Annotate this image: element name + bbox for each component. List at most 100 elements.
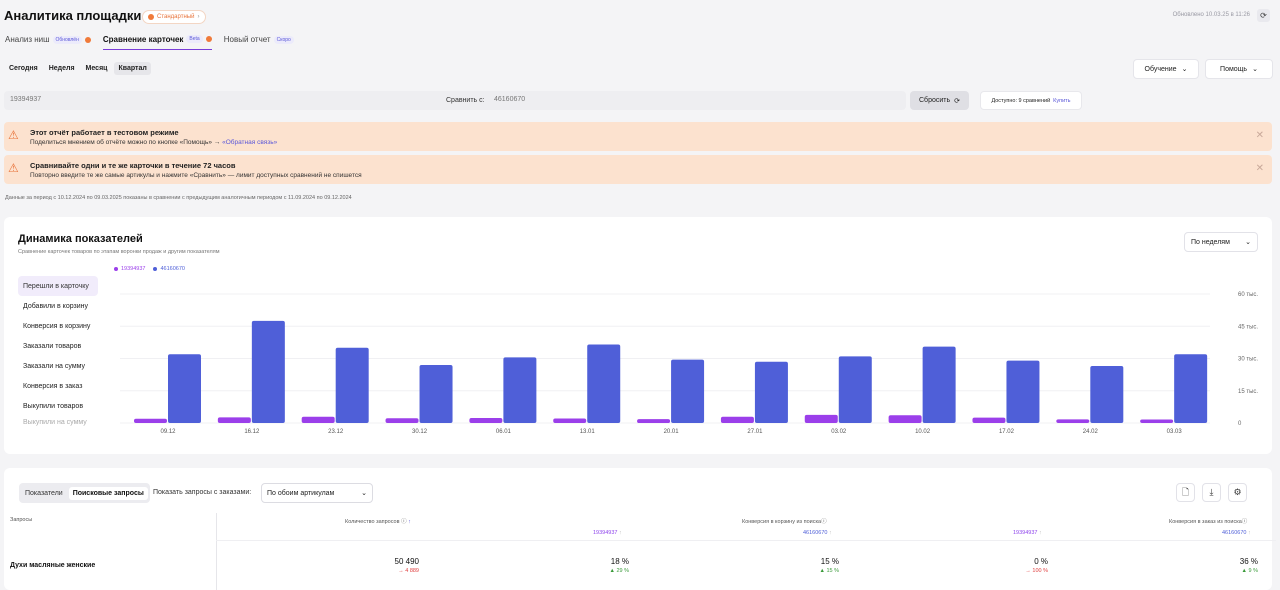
settings-button[interactable]: ⚙ <box>1228 483 1247 502</box>
bar-series1 <box>720 416 754 423</box>
y-tick-label: 0 <box>1238 421 1242 427</box>
legend-dot-icon <box>153 267 158 271</box>
x-tick-label: 30.12 <box>412 429 428 435</box>
updated-timestamp: Обновлено 10.03.25 в 11:26 <box>1172 12 1250 18</box>
period-week[interactable]: Неделя <box>48 65 75 72</box>
buy-link[interactable]: Купить <box>1053 97 1071 104</box>
bar-series1 <box>553 418 587 423</box>
col-conv-cart-label: Конверсия в корзину из поиска <box>742 519 822 525</box>
metric-item[interactable]: Конверсия в корзину <box>23 322 91 330</box>
alert-72-hours <box>4 155 1272 184</box>
tab-new-report[interactable]: Новый отчет Скоро <box>224 34 294 50</box>
period-today[interactable]: Сегодня <box>9 65 38 72</box>
bar-series1 <box>1056 419 1090 423</box>
granularity-dropdown[interactable]: По неделям ⌄ <box>1184 232 1258 252</box>
compare-label: Сравнить с: <box>446 97 485 104</box>
close-icon[interactable]: ✕ <box>1255 130 1264 141</box>
tab-indicators[interactable]: Показатели <box>25 489 63 497</box>
metric-item[interactable]: Выкупили товаров <box>23 402 84 410</box>
article2-input[interactable]: 46160670 <box>494 96 526 103</box>
available-comparisons: Доступно: 9 сравнений Купить <box>980 91 1082 110</box>
article1-input[interactable]: 19394937 <box>10 96 42 103</box>
bar-series1 <box>804 414 838 423</box>
articles-dropdown[interactable]: По обоим артикулам ⌄ <box>261 483 373 503</box>
learning-label: Обучение <box>1144 65 1177 73</box>
sort-icon: ↑ <box>1248 530 1251 536</box>
bar-series2 <box>503 357 537 423</box>
learning-dropdown[interactable]: Обучение ⌄ <box>1133 59 1199 79</box>
bar-series1 <box>637 419 671 423</box>
chart-legend: 19394937 46160670 <box>114 266 185 272</box>
feedback-link[interactable]: «Обратная связь» <box>222 139 278 146</box>
table-tabs: Показатели Поисковые запросы <box>19 483 150 503</box>
x-tick-label: 16.12 <box>244 429 260 435</box>
info-icon: ⓘ <box>1241 519 1248 525</box>
plan-badge[interactable]: Стандартный › <box>142 10 207 24</box>
bar-series2 <box>419 364 453 423</box>
sub-col-article[interactable]: 19394937 ↑ <box>593 530 622 536</box>
col-count[interactable]: Количество запросов ⓘ ↑ <box>345 517 411 525</box>
bar-series2 <box>251 320 285 423</box>
col-query: Запросы <box>10 517 33 523</box>
alert-text: Повторно введите те же самые артикулы и … <box>30 172 362 179</box>
alert-text: Поделиться мнением об отчёте можно по кн… <box>30 139 277 146</box>
chart-plot: 60 тыс. 45 тыс. 30 тыс. 15 тыс. 0 09.12 16.12 2… <box>120 292 1258 435</box>
metric-item[interactable]: Заказали товаров <box>23 342 82 350</box>
info-icon: ⓘ <box>821 519 827 525</box>
refresh-button[interactable]: ⟳ <box>1257 9 1270 22</box>
col-conv-cart[interactable]: Конверсия в корзину из поискаⓘ <box>742 517 827 525</box>
period-selector: Сегодня Неделя Месяц Квартал <box>5 62 151 75</box>
sub-col-article[interactable]: 46160670 ↑ <box>803 530 832 536</box>
metric-item[interactable]: Конверсия в заказ <box>23 382 83 390</box>
reset-button[interactable]: Сбросить ⟳ <box>910 91 969 110</box>
help-label: Помощь <box>1220 65 1248 73</box>
conv-value: 0 % <box>1034 557 1048 566</box>
gear-icon: ⚙ <box>1233 487 1242 497</box>
warning-icon: ⚠ <box>8 128 19 142</box>
chevron-right-icon: › <box>197 14 200 20</box>
tab-niche-analysis[interactable]: Анализ ниш Обновлён <box>5 34 91 50</box>
bar-series1 <box>972 417 1006 423</box>
bar-series2 <box>335 347 369 423</box>
tab-tag: Обновлён <box>52 35 82 44</box>
bar-series2 <box>838 356 872 423</box>
tab-tag: Скоро <box>273 35 294 44</box>
reset-label: Сбросить <box>919 97 951 104</box>
page-title: Аналитика площадки <box>4 8 142 23</box>
alert-title: Этот отчёт работает в тестовом режиме <box>30 128 179 137</box>
new-dot-icon <box>84 36 91 43</box>
col-conv-order-label: Конверсия в заказ из поиска <box>1169 519 1242 525</box>
document-button[interactable]: 🗋 <box>1176 483 1195 502</box>
chevron-down-icon: ⌄ <box>361 490 367 497</box>
conv-value: 36 % <box>1239 557 1258 566</box>
period-quarter[interactable]: Квартал <box>114 62 151 75</box>
sub-col-article[interactable]: 46160670 ↑ <box>1222 530 1251 536</box>
download-button[interactable]: ⤓ <box>1202 483 1221 502</box>
y-tick-label: 30 тыс. <box>1238 357 1258 363</box>
metric-item[interactable]: Выкупили на сумму <box>23 418 87 426</box>
table-card <box>4 468 1272 590</box>
bar-series1 <box>134 418 167 423</box>
sub-col-article[interactable]: 19394937 ↑ <box>1013 530 1042 536</box>
sort-icon: ↑ <box>1039 530 1042 536</box>
plan-label: Стандартный <box>157 14 195 20</box>
metric-item[interactable]: Заказали на сумму <box>23 362 86 370</box>
tab-search-queries[interactable]: Поисковые запросы <box>68 486 148 500</box>
x-tick-label: 27.01 <box>747 429 763 435</box>
legend-label: 46160670 <box>160 266 185 272</box>
alert-text-body: Поделиться мнением об отчёте можно по кн… <box>30 139 221 146</box>
metric-item[interactable]: Добавили в корзину <box>23 302 89 310</box>
col-conv-order[interactable]: Конверсия в заказ из поискаⓘ <box>1169 517 1247 525</box>
help-dropdown[interactable]: Помощь ⌄ <box>1205 59 1273 79</box>
col-count-label: Количество запросов <box>345 519 400 525</box>
legend-item: 19394937 <box>114 266 145 272</box>
tab-label: Сравнение карточек <box>102 34 184 44</box>
metric-item[interactable]: Перешли в карточку <box>18 276 98 296</box>
chart-title: Динамика показателей <box>18 233 143 245</box>
period-month[interactable]: Месяц <box>85 65 108 72</box>
conv-delta: ▲ 9 % <box>1241 568 1258 574</box>
y-tick-label: 45 тыс. <box>1238 324 1258 330</box>
tab-card-comparison[interactable]: Сравнение карточек Beta <box>102 34 212 50</box>
close-icon[interactable]: ✕ <box>1255 163 1264 174</box>
x-tick-label: 06.01 <box>496 429 512 435</box>
